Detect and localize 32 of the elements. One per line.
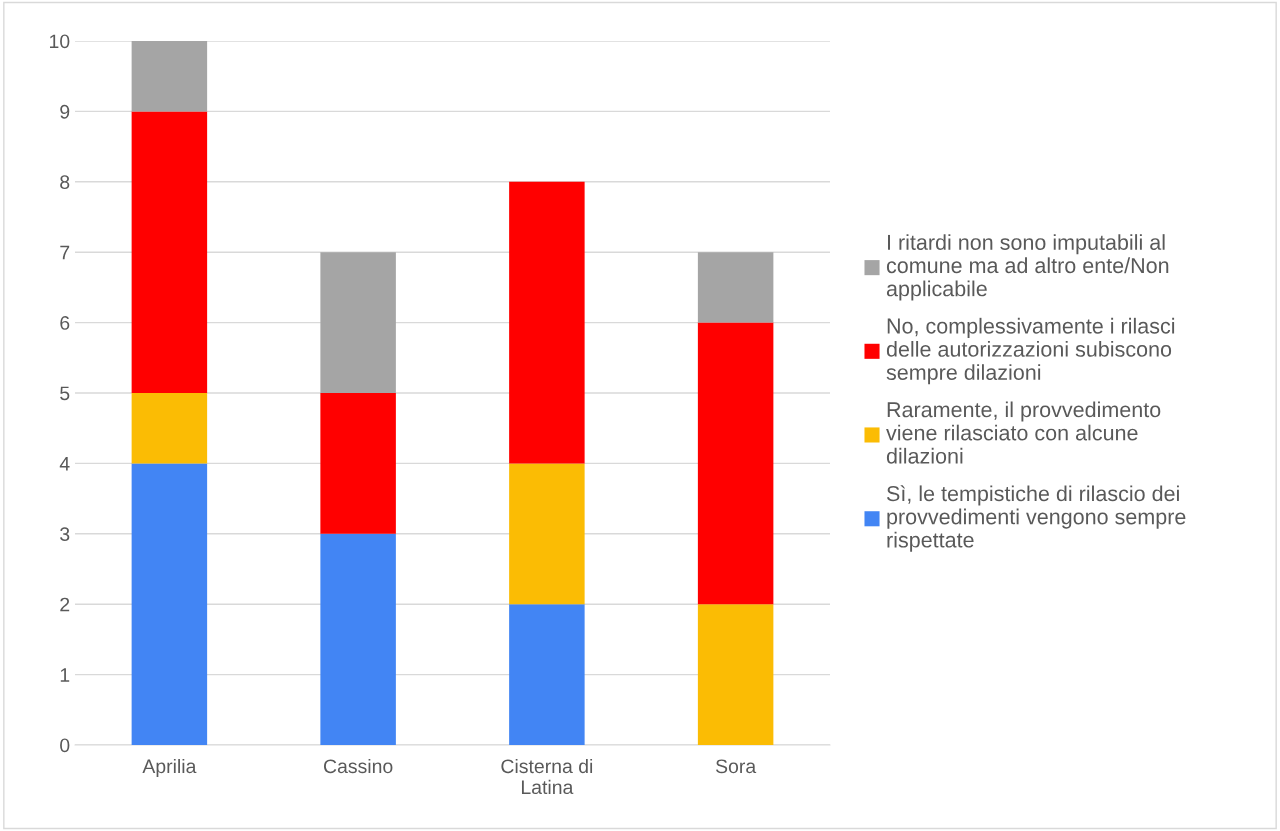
- bar: [320, 533, 396, 745]
- y-tick-label: 7: [60, 245, 70, 260]
- y-tick-label: 3: [60, 527, 70, 542]
- bar: [509, 604, 585, 745]
- bar: [131, 111, 208, 393]
- bar: [131, 463, 208, 745]
- legend-label: No, complessivamente i rilasci delle autorizzazioni subiscono sempre dilazioni: [886, 317, 1175, 385]
- bar: [131, 393, 208, 464]
- y-tick-label: 5: [60, 386, 70, 401]
- bar: [509, 181, 585, 464]
- y-tick-label: 6: [60, 316, 70, 330]
- bar: [320, 393, 396, 534]
- bar: [320, 252, 396, 393]
- y-tick-label: 2: [60, 597, 70, 612]
- legend-label: Sì, le tempistiche di rilascio dei provvedimenti vengono sempre rispettate: [886, 485, 1186, 552]
- x-tick-label: Aprilia: [142, 758, 197, 778]
- y-tick-label: 4: [59, 457, 70, 471]
- y-tick-label: 1: [60, 668, 70, 682]
- bar: [509, 463, 585, 605]
- bar: [697, 322, 774, 605]
- y-tick-label: 10: [50, 34, 70, 49]
- legend-label: Raramente, il provvedimento viene rilasciato con alcune dilazioni: [886, 401, 1161, 464]
- x-tick-label: Cisterna di Latina: [501, 758, 593, 795]
- x-tick-label: Cassino: [323, 758, 393, 774]
- x-tick-label: Sora: [715, 759, 757, 774]
- bar: [697, 604, 774, 745]
- bar: [697, 252, 774, 323]
- y-tick-label: 0: [60, 738, 70, 753]
- y-tick-label: 8: [60, 175, 70, 190]
- y-tick-label: 9: [60, 104, 70, 119]
- legend-label: I ritardi non sono imputabili al comune ma ad altro ente/Non applicabile: [886, 234, 1169, 301]
- bar: [131, 41, 208, 112]
